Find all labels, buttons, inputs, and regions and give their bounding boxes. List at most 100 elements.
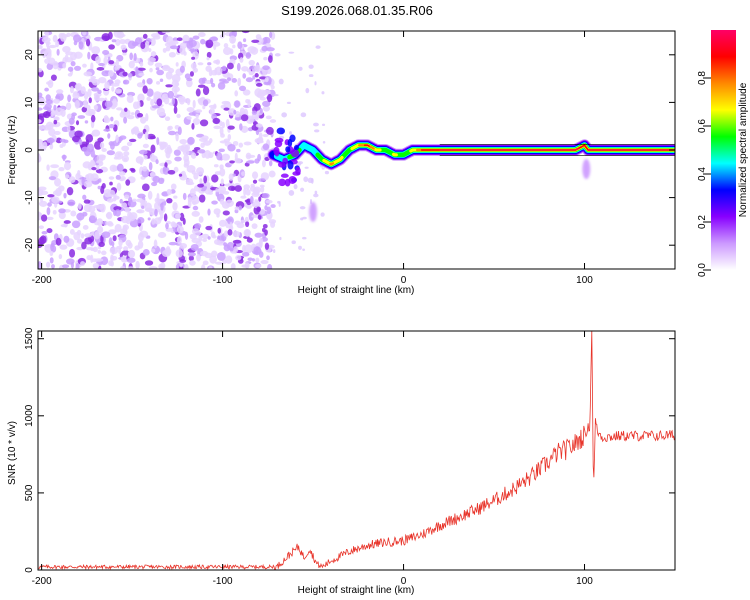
noise-cell (162, 47, 167, 53)
noise-cell (156, 69, 164, 76)
noise-cell (130, 127, 140, 134)
noise-cell (104, 100, 113, 108)
noise-cell (246, 160, 255, 164)
noise-cell (159, 112, 167, 116)
noise-cell (94, 105, 98, 111)
noise-cell (91, 46, 101, 55)
noise-cell (139, 61, 144, 67)
noise-cell (114, 209, 121, 217)
noise-cell (157, 216, 163, 221)
noise-cell (286, 101, 291, 104)
noise-cell (161, 31, 171, 34)
noise-cell (263, 56, 268, 61)
noise-cell (216, 251, 226, 261)
noise-cell (105, 221, 110, 226)
noise-cell (204, 150, 212, 159)
noise-cell (81, 31, 87, 36)
trace-clutter (276, 127, 286, 135)
noise-cell (92, 262, 100, 269)
noise-cell (314, 81, 317, 86)
noise-cell (300, 112, 307, 118)
noise-cell (97, 137, 104, 143)
noise-cell (81, 106, 88, 113)
noise-cell (220, 133, 225, 138)
noise-cell (129, 138, 137, 143)
noise-cell (281, 112, 288, 118)
noise-cell (236, 62, 241, 72)
noise-cell (260, 260, 269, 265)
noise-cell (197, 84, 206, 88)
spectral-blob (309, 201, 318, 222)
noise-cell (259, 108, 263, 114)
noise-cell (148, 161, 153, 171)
noise-cell (41, 231, 48, 235)
noise-cell (98, 178, 102, 183)
noise-cell (264, 205, 268, 211)
snr-frame (37, 330, 676, 571)
noise-cell (54, 177, 61, 187)
noise-cell (118, 171, 126, 176)
noise-cell (38, 92, 43, 98)
noise-cell (304, 166, 309, 169)
noise-cell (198, 194, 206, 203)
noise-cell (259, 96, 266, 101)
noise-cell (205, 39, 214, 49)
noise-cell (85, 38, 91, 47)
noise-cell (245, 188, 251, 196)
noise-cell (122, 224, 129, 231)
noise-cell (154, 62, 163, 68)
noise-cell (192, 200, 197, 205)
noise-cell (67, 72, 73, 77)
noise-cell (82, 63, 87, 68)
y-tick-label: 10 (24, 96, 35, 108)
noise-cell (110, 254, 114, 263)
noise-cell (101, 250, 107, 256)
noise-cell (238, 205, 243, 211)
noise-cell (233, 249, 238, 253)
noise-cell (48, 44, 57, 49)
noise-cell (156, 80, 161, 85)
noise-cell (246, 154, 256, 158)
noise-cell (176, 225, 184, 234)
noise-cell (83, 204, 92, 213)
noise-cell (202, 238, 208, 243)
noise-cell (258, 239, 263, 248)
noise-cell (270, 221, 276, 228)
noise-cell (137, 67, 146, 71)
noise-cell (155, 67, 160, 71)
noise-cell (53, 104, 57, 111)
noise-cell (108, 124, 115, 129)
noise-cell (156, 137, 160, 146)
noise-cell (121, 145, 130, 152)
snr-y-label: SNR (10 * v/v) (7, 421, 18, 485)
noise-cell (262, 105, 271, 112)
noise-cell (104, 81, 110, 91)
noise-cell (84, 233, 93, 238)
noise-cell (58, 208, 66, 214)
noise-cell (165, 222, 169, 230)
noise-cell (302, 216, 307, 220)
noise-cell (154, 201, 161, 211)
noise-cell (151, 181, 158, 187)
noise-cell (211, 200, 218, 205)
noise-cell (75, 120, 80, 126)
noise-cell (234, 220, 241, 225)
noise-cell (321, 123, 326, 127)
noise-cell (221, 100, 231, 105)
noise-cell (207, 208, 211, 216)
noise-cell (77, 202, 82, 210)
noise-cell (321, 91, 325, 95)
noise-cell (210, 250, 218, 258)
noise-cell (305, 87, 310, 94)
noise-cell (96, 225, 104, 234)
noise-cell (234, 157, 242, 164)
noise-cell (237, 41, 243, 50)
noise-cell (249, 195, 254, 204)
noise-cell (50, 74, 57, 81)
noise-cell (94, 258, 104, 262)
noise-cell (38, 225, 44, 230)
colorbar-tick-label: 0.4 (697, 167, 708, 181)
noise-cell (149, 67, 153, 73)
trace-clutter (274, 137, 284, 143)
noise-cell (47, 79, 54, 89)
